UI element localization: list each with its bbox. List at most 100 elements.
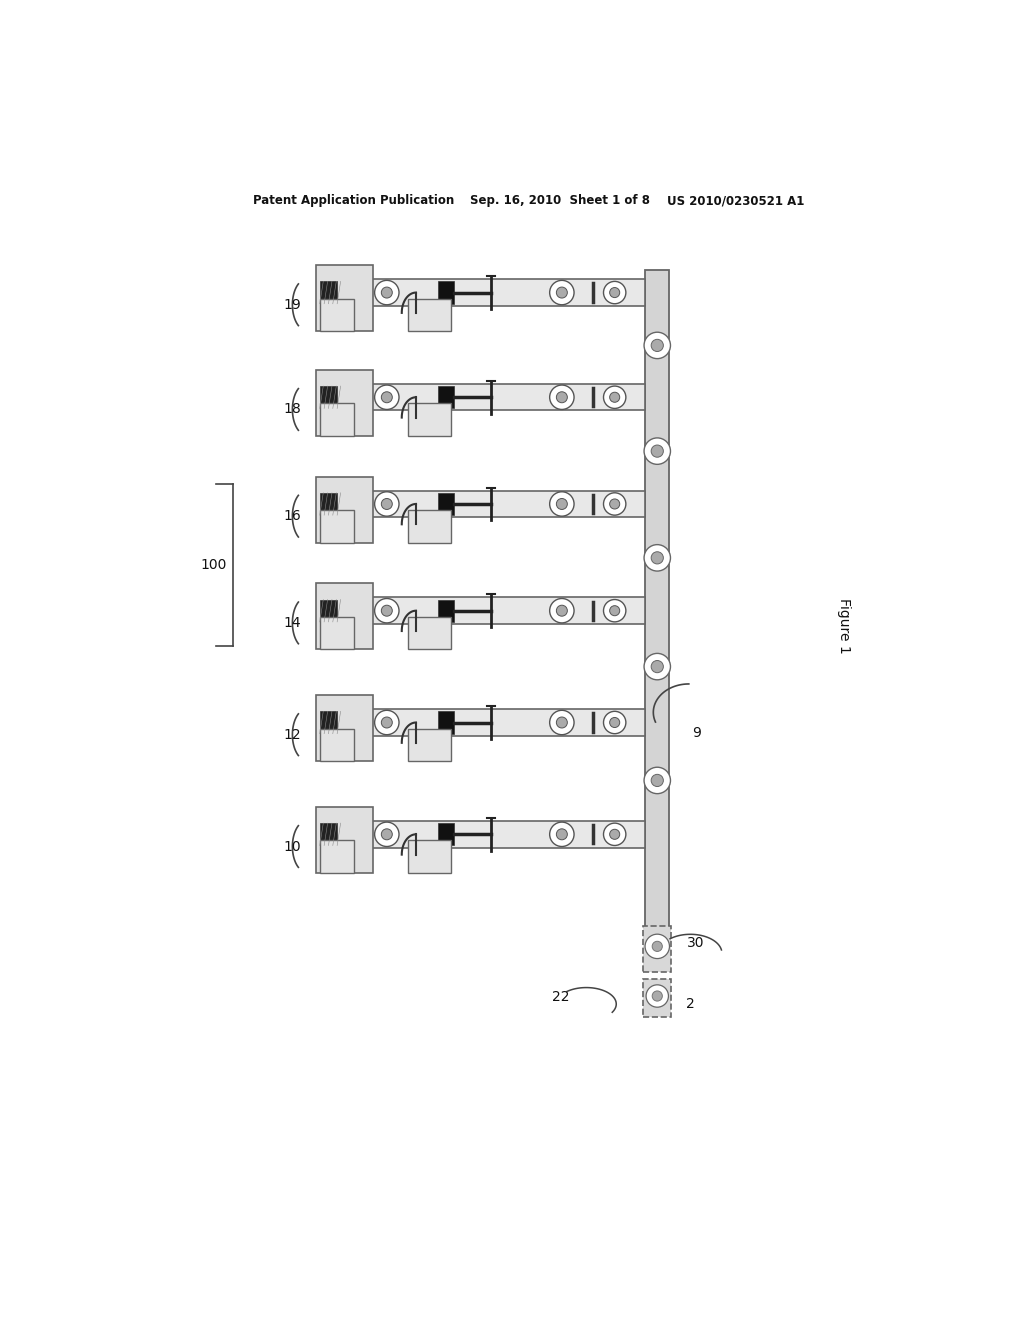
Circle shape — [375, 492, 399, 516]
Circle shape — [652, 991, 663, 1001]
Circle shape — [381, 286, 392, 298]
Text: 2: 2 — [686, 997, 695, 1011]
Circle shape — [550, 710, 574, 735]
Bar — [319, 385, 337, 408]
Circle shape — [644, 767, 671, 793]
Bar — [315, 807, 374, 873]
Circle shape — [651, 552, 664, 564]
Bar — [319, 729, 353, 762]
Bar — [409, 298, 452, 331]
Text: 14: 14 — [284, 616, 301, 630]
Text: 30: 30 — [686, 936, 703, 950]
Bar — [645, 271, 669, 949]
Circle shape — [603, 385, 626, 408]
Bar — [409, 616, 452, 649]
Bar — [319, 599, 337, 622]
Bar — [409, 729, 452, 762]
Bar — [438, 711, 454, 734]
Bar — [317, 821, 645, 847]
Circle shape — [609, 288, 620, 297]
Bar — [315, 477, 374, 543]
Bar — [317, 598, 645, 624]
Circle shape — [609, 718, 620, 727]
Text: 100: 100 — [200, 558, 226, 572]
Bar — [409, 841, 452, 873]
Bar — [319, 616, 353, 649]
Circle shape — [375, 598, 399, 623]
Circle shape — [556, 499, 567, 510]
Bar — [438, 492, 454, 515]
Circle shape — [381, 829, 392, 840]
Bar — [319, 711, 337, 734]
Bar — [315, 370, 374, 436]
Bar — [319, 404, 353, 436]
Bar — [643, 978, 672, 1018]
Circle shape — [603, 599, 626, 622]
Circle shape — [550, 280, 574, 305]
Text: 19: 19 — [284, 298, 301, 312]
Circle shape — [603, 281, 626, 304]
Bar — [438, 599, 454, 622]
Circle shape — [644, 653, 671, 680]
Bar — [643, 925, 672, 972]
Bar — [315, 583, 374, 649]
Bar — [317, 491, 645, 517]
Circle shape — [651, 339, 664, 351]
Bar — [438, 385, 454, 408]
Circle shape — [556, 605, 567, 616]
Circle shape — [381, 392, 392, 403]
Circle shape — [556, 286, 567, 298]
Circle shape — [603, 824, 626, 846]
Bar — [315, 265, 374, 331]
Circle shape — [645, 935, 670, 958]
Bar — [319, 510, 353, 543]
Circle shape — [556, 717, 567, 729]
Bar — [409, 404, 452, 436]
Circle shape — [550, 822, 574, 846]
Text: US 2010/0230521 A1: US 2010/0230521 A1 — [667, 194, 804, 207]
Circle shape — [603, 711, 626, 734]
Circle shape — [644, 438, 671, 465]
Bar — [319, 824, 337, 846]
Circle shape — [646, 985, 669, 1007]
Text: 22: 22 — [552, 990, 569, 1005]
Circle shape — [651, 660, 664, 673]
Text: 12: 12 — [284, 727, 301, 742]
Circle shape — [375, 385, 399, 409]
Bar — [315, 696, 374, 762]
Circle shape — [556, 392, 567, 403]
Circle shape — [375, 822, 399, 846]
Bar — [317, 709, 645, 735]
Bar — [317, 384, 645, 411]
Bar — [409, 510, 452, 543]
Text: Patent Application Publication: Patent Application Publication — [253, 194, 454, 207]
Circle shape — [652, 941, 663, 952]
Circle shape — [609, 606, 620, 615]
Bar — [319, 492, 337, 515]
Circle shape — [609, 499, 620, 510]
Text: Sep. 16, 2010  Sheet 1 of 8: Sep. 16, 2010 Sheet 1 of 8 — [470, 194, 649, 207]
Bar — [319, 298, 353, 331]
Circle shape — [381, 499, 392, 510]
Circle shape — [381, 717, 392, 729]
Circle shape — [644, 333, 671, 359]
Circle shape — [375, 710, 399, 735]
Circle shape — [609, 392, 620, 403]
Circle shape — [651, 775, 664, 787]
Circle shape — [603, 492, 626, 515]
Bar — [319, 841, 353, 873]
Circle shape — [556, 829, 567, 840]
Circle shape — [609, 829, 620, 840]
Circle shape — [550, 385, 574, 409]
Text: 10: 10 — [284, 840, 301, 854]
Bar — [319, 281, 337, 304]
Bar — [317, 280, 645, 306]
Circle shape — [644, 545, 671, 572]
Text: Figure 1: Figure 1 — [838, 598, 851, 653]
Bar — [438, 281, 454, 304]
Circle shape — [381, 605, 392, 616]
Bar — [438, 824, 454, 846]
Text: 16: 16 — [284, 510, 301, 523]
Circle shape — [651, 445, 664, 457]
Circle shape — [375, 280, 399, 305]
